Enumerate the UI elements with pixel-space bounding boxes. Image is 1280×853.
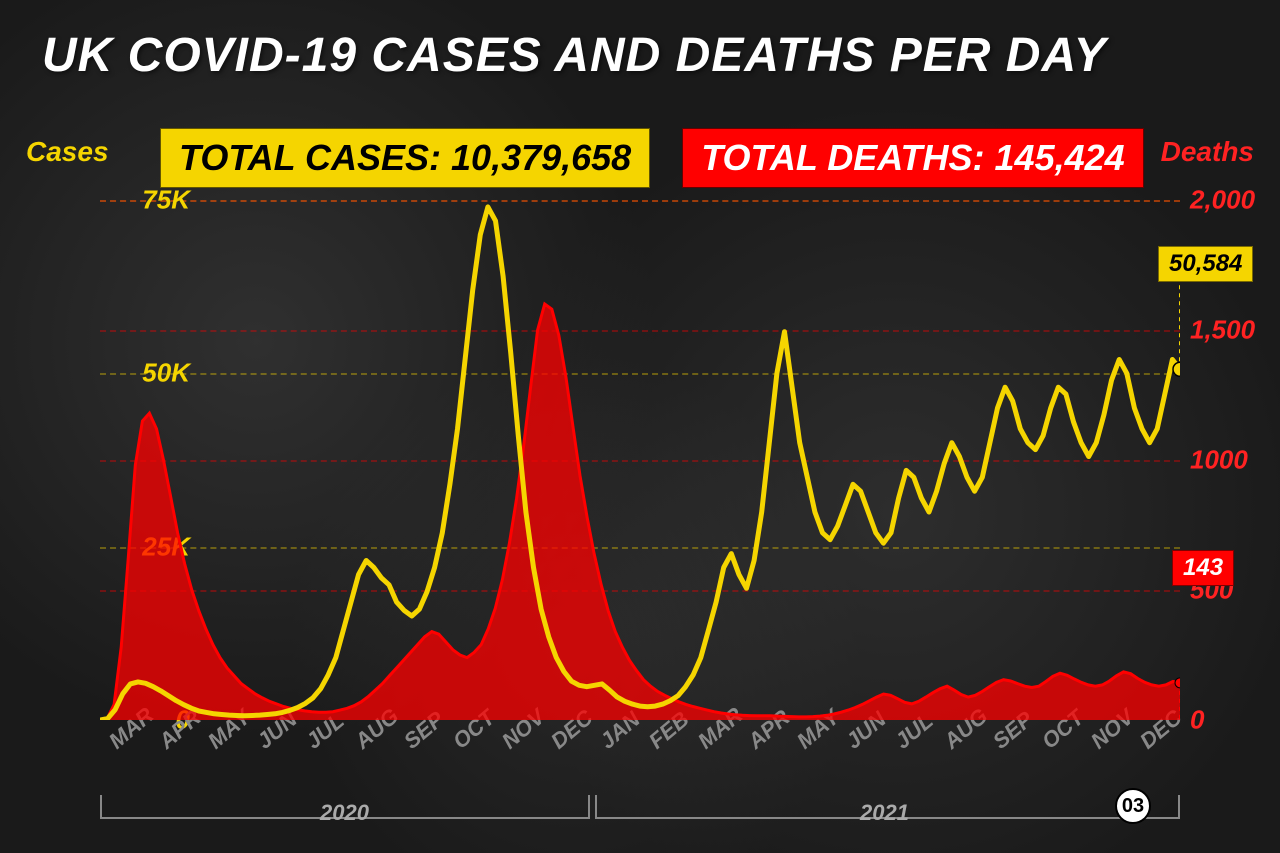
year-label-2021: 2021 <box>860 800 909 826</box>
right-axis-label: Deaths <box>1161 136 1254 168</box>
year-label-2020: 2020 <box>320 800 369 826</box>
deaths-callout: 143 <box>1172 550 1234 586</box>
totals-bar: TOTAL CASES: 10,379,658 TOTAL DEATHS: 14… <box>160 128 1144 188</box>
left-axis-label: Cases <box>26 136 109 168</box>
x-axis-labels: MARAPRMAYJUNJULAUGSEPOCTNOVDECJANFEBMARA… <box>100 730 1180 756</box>
ytick-right: 1000 <box>1190 445 1248 476</box>
chart-title: UK COVID-19 CASES AND DEATHS PER DAY <box>0 0 1280 103</box>
ytick-right: 1,500 <box>1190 315 1255 346</box>
total-deaths-box: TOTAL DEATHS: 145,424 <box>682 128 1143 188</box>
chart-svg <box>100 200 1180 720</box>
ytick-right: 0 <box>1190 705 1204 736</box>
ytick-right: 2,000 <box>1190 185 1255 216</box>
cases-callout: 50,584 <box>1158 246 1253 282</box>
total-cases-box: TOTAL CASES: 10,379,658 <box>160 128 650 188</box>
date-badge: 03 <box>1115 788 1151 824</box>
